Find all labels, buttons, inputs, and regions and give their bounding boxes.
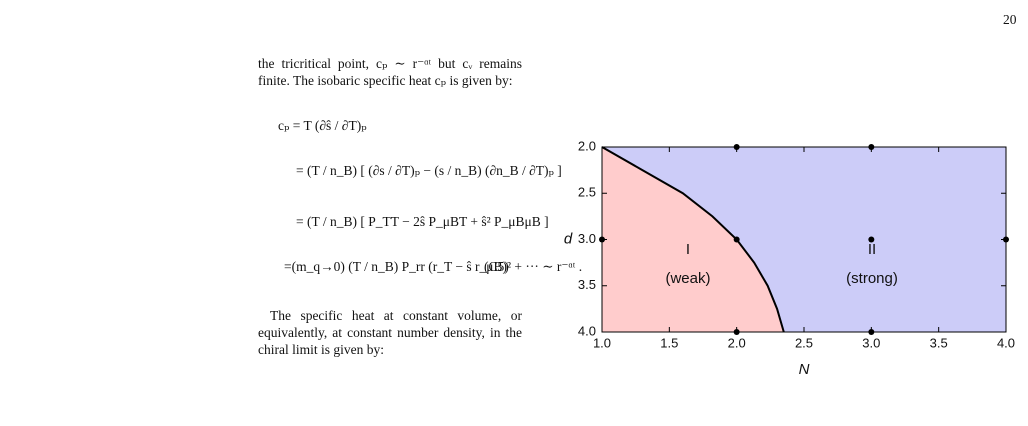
equation-line: = (T / n_B) [ P_TT − 2ŝ P_μBT + ŝ² P_μBμ… — [296, 214, 549, 229]
x-tick-label: 3.5 — [930, 335, 948, 350]
equation-line: = (T / n_B) [ (∂s / ∂T)ₚ − (s / n_B) (∂n… — [296, 163, 562, 178]
region-label: (strong) — [846, 270, 898, 287]
equation-line: cₚ = T (∂ŝ / ∂T)ₚ — [278, 118, 367, 133]
point — [1003, 236, 1009, 243]
x-tick-label: 3.0 — [862, 335, 880, 350]
y-tick-label: 3.0 — [578, 231, 596, 246]
y-tick-label: 4.0 — [578, 323, 596, 338]
region — [602, 147, 784, 332]
y-axis-label: d — [564, 230, 573, 247]
equation-number: (C5) — [484, 259, 509, 274]
point — [868, 144, 875, 150]
x-axis-label: N — [799, 361, 810, 378]
y-tick-label: 2.0 — [578, 138, 596, 153]
x-tick-label: 4.0 — [997, 335, 1015, 350]
chart: 1.0 1.5 2.0 2.5 3.0 3.5 4.0 2.0 2.5 3.0 3.5 4.0 I (we… — [564, 138, 1015, 378]
y-tick-label: 2.5 — [578, 185, 596, 200]
x-tick-label: 1.0 — [593, 335, 611, 350]
region-label: (weak) — [665, 270, 710, 287]
point — [868, 329, 875, 335]
x-tick-label: 1.5 — [660, 335, 678, 350]
point — [868, 236, 875, 243]
point — [599, 236, 605, 243]
point — [733, 144, 740, 150]
y-tick-label: 3.5 — [578, 277, 596, 292]
point — [733, 329, 740, 335]
page-number: 20 — [1003, 12, 1017, 27]
x-tick-label: 2.0 — [728, 335, 746, 350]
equation-line: =(m_q→0) (T / n_B) P_rr (r_T − ŝ r_μB)² … — [284, 259, 583, 274]
x-tick-label: 2.5 — [795, 335, 813, 350]
paragraph: the tricritical point, cₚ ∼ r⁻ᵅᵗ but cᵥ … — [258, 56, 522, 88]
point — [733, 236, 740, 243]
paragraph: The specific heat at constant volume, or… — [258, 308, 522, 357]
region-name: I — [686, 241, 690, 258]
region-name: II — [868, 241, 876, 258]
